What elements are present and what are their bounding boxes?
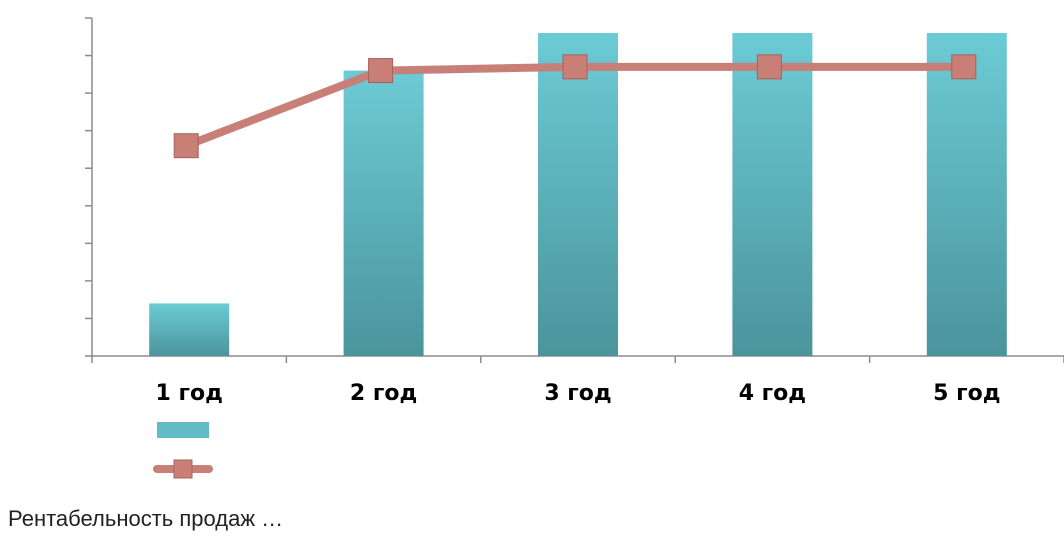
line-marker (368, 58, 394, 84)
bar-series (149, 33, 1007, 357)
bar (538, 33, 618, 357)
x-tick-label: 3 год (544, 381, 611, 406)
bar (732, 33, 813, 357)
bar (343, 70, 424, 357)
legend-line-marker (173, 459, 193, 479)
line-marker (756, 54, 782, 80)
legend (153, 422, 213, 479)
line-marker (562, 54, 588, 80)
line-marker (951, 54, 977, 80)
x-tick-label: 4 год (739, 381, 806, 406)
line-series (173, 54, 977, 159)
x-tick-label: 5 год (933, 381, 1000, 406)
line-marker (173, 133, 199, 159)
legend-bar-swatch (157, 422, 209, 438)
x-tick-label: 2 год (350, 381, 417, 406)
chart-caption: Рентабельность продаж … (8, 506, 284, 531)
bar (926, 33, 1007, 357)
x-tick-label: 1 год (156, 381, 223, 406)
x-tick-labels: 1 год 2 год 3 год 4 год 5 год (156, 381, 1001, 406)
bar (149, 303, 230, 356)
